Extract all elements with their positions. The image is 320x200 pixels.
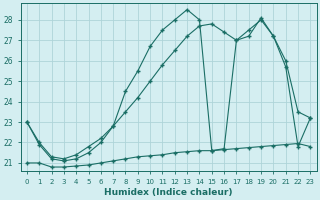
X-axis label: Humidex (Indice chaleur): Humidex (Indice chaleur): [104, 188, 233, 197]
